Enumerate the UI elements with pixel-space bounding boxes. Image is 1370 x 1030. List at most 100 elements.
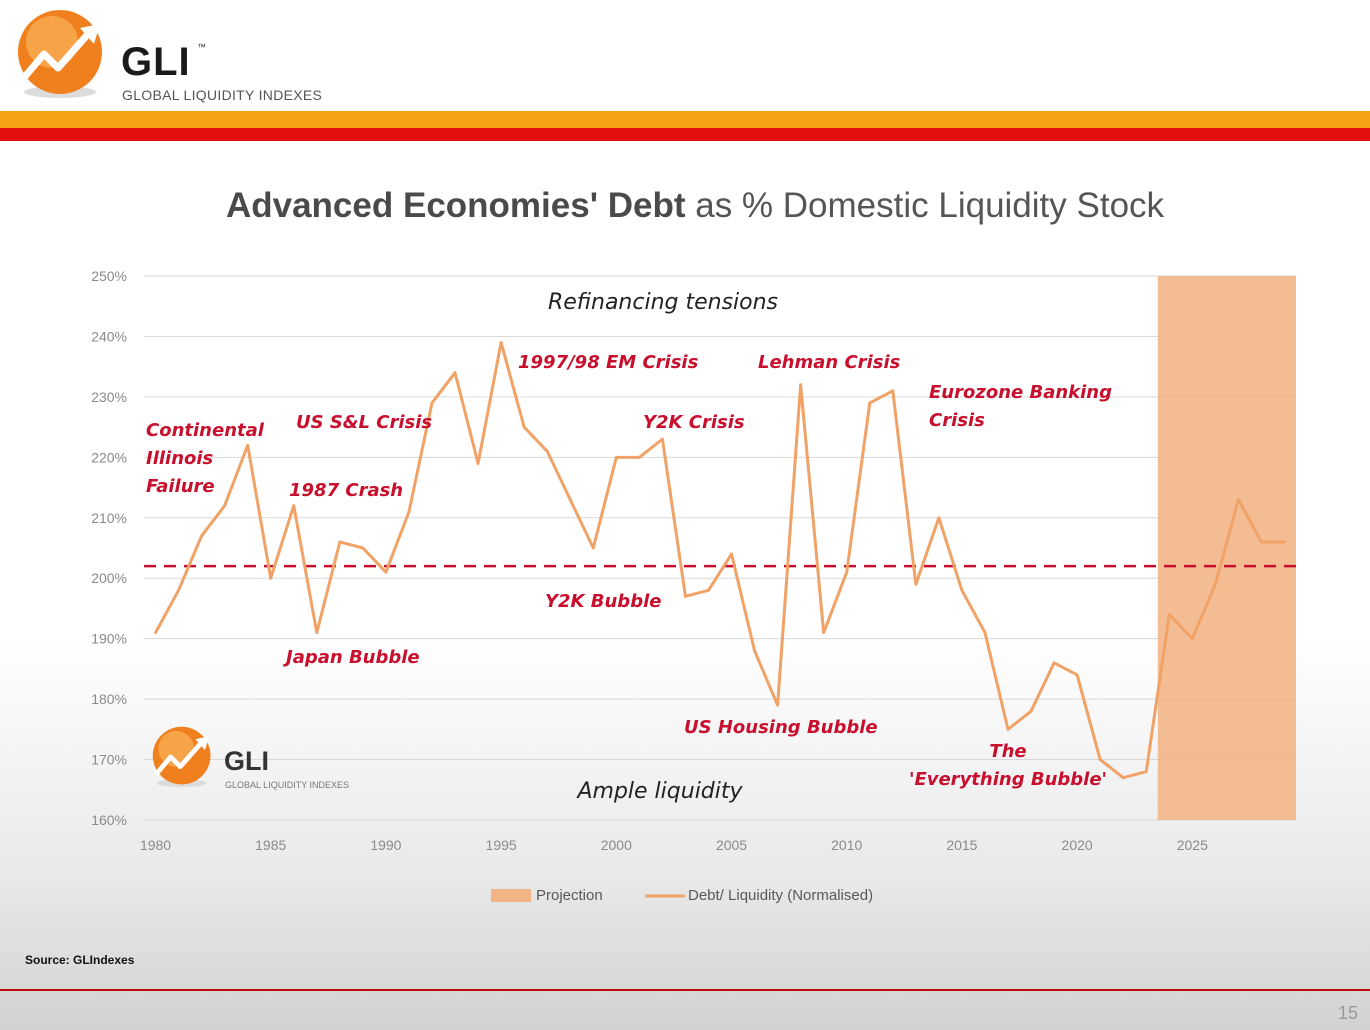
data-point (753, 649, 756, 653)
annotation-label: Japan Bubble (283, 647, 420, 668)
page-number: 15 (1337, 1003, 1358, 1023)
data-point (1167, 613, 1171, 616)
annotation-label: 1997/98 EM Crisis (518, 352, 699, 373)
x-tick-label: 2000 (601, 837, 632, 853)
legend-label-projection: Projection (536, 887, 603, 904)
chart-title-rest: as % Domestic Liquidity Stock (685, 186, 1165, 225)
annotation-label: Eurozone Banking (929, 382, 1112, 403)
data-point (407, 510, 411, 514)
data-point (891, 389, 895, 393)
brand-name: GLI (121, 40, 191, 84)
data-point (614, 455, 618, 459)
brand-trademark: ™ (197, 42, 206, 52)
y-axis-ticks: 250% 240% 230% 220% 210% 200% 190% 180% 170% 160% (91, 268, 127, 828)
data-point (1029, 709, 1033, 713)
zone-label: Refinancing tensions (548, 290, 778, 315)
annotation-label: Crisis (929, 410, 985, 431)
footer-divider (0, 989, 1370, 991)
data-point (269, 576, 273, 580)
data-point (937, 516, 941, 520)
data-point (384, 570, 388, 574)
data-point (1190, 637, 1194, 641)
zone-labels: Refinancing tensions Ample liquidity (548, 290, 778, 804)
data-point (246, 443, 250, 447)
data-point (1213, 582, 1217, 586)
data-point (522, 425, 526, 429)
legend-label-line: Debt/ Liquidity (Normalised) (688, 887, 873, 904)
data-point (637, 455, 641, 459)
data-point (292, 504, 296, 508)
x-tick-label: 2010 (831, 837, 862, 853)
annotation-label: The (989, 741, 1026, 762)
slide-header: GLI ™ GLOBAL LIQUIDITY INDEXES (0, 0, 1370, 142)
data-point (430, 401, 434, 405)
data-point (1283, 540, 1286, 544)
data-point (799, 383, 803, 387)
data-points (154, 341, 1286, 780)
watermark-name: GLI (224, 746, 269, 776)
data-point (568, 498, 572, 502)
y-tick-label: 240% (91, 328, 127, 344)
data-point (1075, 673, 1079, 677)
x-tick-label: 2005 (716, 837, 747, 853)
gli-logo-icon (18, 10, 102, 98)
data-point (1237, 498, 1240, 502)
chart-annotations: Continental Illinois Failure US S&L Crisis 1… (146, 352, 1112, 790)
x-axis-ticks: 1980 1985 1990 1995 2000 2005 2010 2015 2020 2025 (140, 837, 1208, 853)
data-point (453, 371, 457, 375)
y-tick-label: 160% (91, 812, 127, 828)
annotation-label: 1987 Crash (289, 480, 403, 501)
y-tick-label: 200% (91, 570, 127, 586)
data-point (177, 588, 180, 592)
projection-area (1157, 276, 1296, 820)
annotation-label: Lehman Crisis (758, 352, 901, 373)
gli-watermark-icon (152, 726, 211, 788)
data-point (361, 546, 365, 550)
y-tick-label: 170% (91, 752, 127, 768)
data-point (1052, 661, 1056, 665)
data-point (960, 588, 964, 592)
data-point (591, 546, 595, 550)
y-tick-label: 210% (91, 510, 127, 526)
x-tick-label: 1990 (370, 837, 401, 853)
y-tick-label: 180% (91, 691, 127, 707)
data-point (223, 504, 227, 508)
data-point (154, 631, 157, 635)
source-note: Source: GLIndexes (25, 953, 135, 967)
annotation-label: Failure (146, 476, 215, 497)
data-point (200, 534, 204, 538)
data-point (661, 437, 664, 441)
data-point (707, 588, 710, 592)
data-point (730, 552, 733, 556)
gridlines (144, 275, 1296, 821)
annotation-label: Illinois (146, 448, 214, 469)
annotation-label: Y2K Bubble (545, 591, 661, 612)
annotation-label: 'Everything Bubble' (909, 769, 1107, 790)
annotation-label: Continental (146, 420, 265, 441)
data-point (822, 631, 826, 635)
legend: Projection Debt/ Liquidity (Normalised) (491, 887, 873, 904)
data-point (476, 461, 480, 465)
data-point (1098, 758, 1102, 761)
watermark-subtitle: GLOBAL LIQUIDITY INDEXES (225, 780, 350, 790)
annotation-label: Y2K Crisis (643, 412, 745, 433)
data-point (499, 341, 503, 344)
data-point (545, 449, 549, 453)
chart-title: Advanced Economies' Debt as % Domestic L… (0, 186, 1370, 226)
x-tick-label: 2025 (1177, 837, 1208, 853)
data-point (914, 582, 918, 586)
zone-label: Ample liquidity (575, 779, 743, 804)
data-point (1144, 770, 1148, 774)
data-point (1260, 540, 1263, 544)
x-tick-label: 1985 (255, 837, 286, 853)
data-point (315, 631, 319, 635)
y-tick-label: 190% (91, 631, 127, 647)
data-point (338, 540, 342, 544)
brand-subtitle: GLOBAL LIQUIDITY INDEXES (122, 87, 323, 103)
y-tick-label: 220% (91, 449, 127, 465)
data-point (868, 401, 872, 405)
orange-band (0, 111, 1370, 128)
y-tick-label: 250% (91, 268, 127, 284)
x-tick-label: 2015 (946, 837, 977, 853)
data-point (845, 570, 849, 574)
